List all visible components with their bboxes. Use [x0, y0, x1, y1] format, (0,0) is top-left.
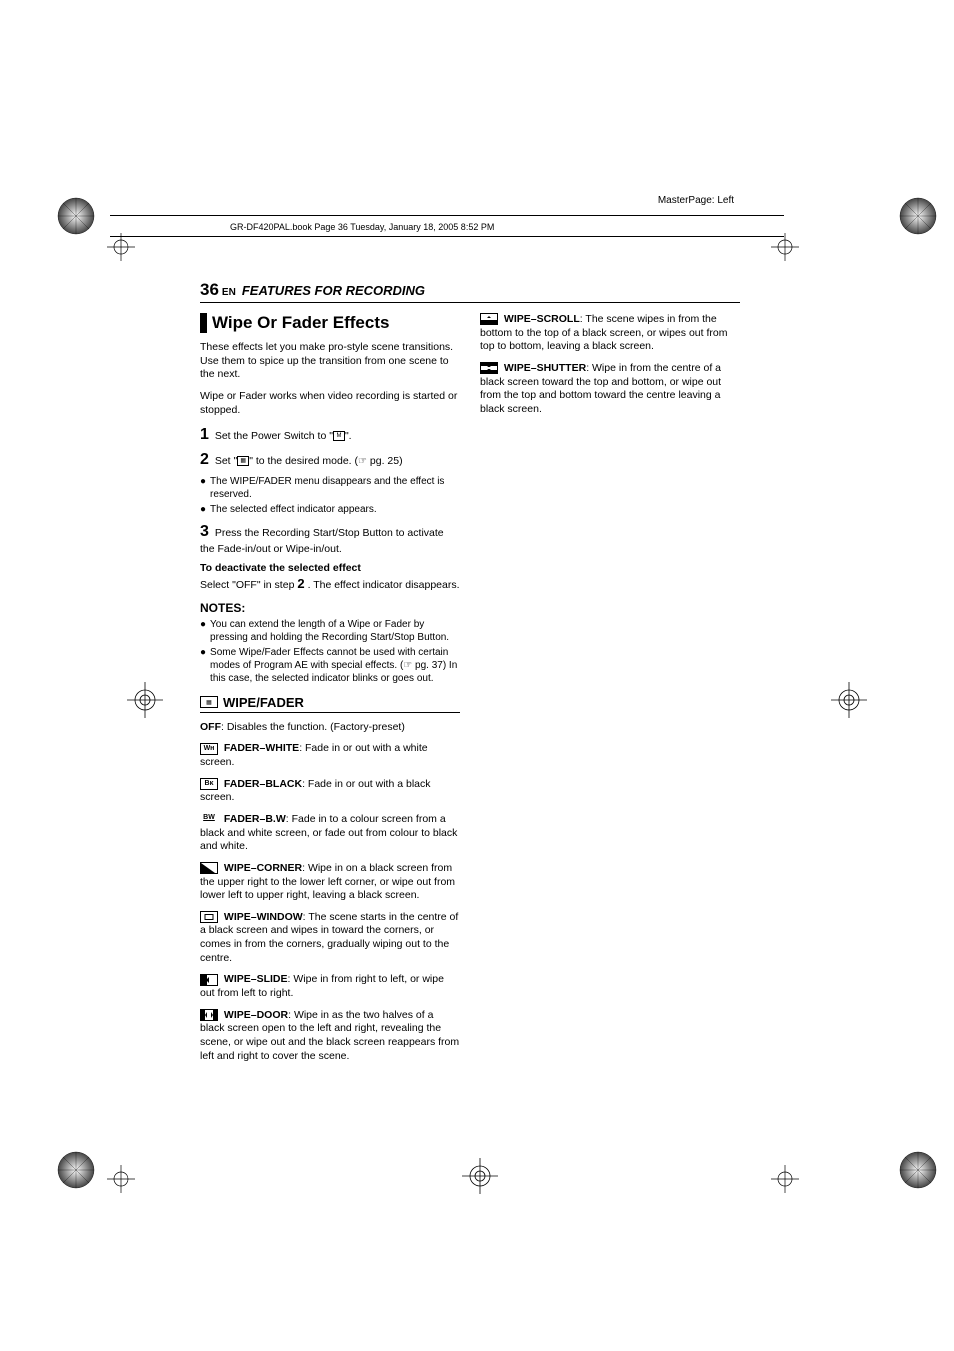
effect-label: WIPE–CORNER — [224, 862, 302, 874]
deactivate-body-b: . The effect indicator disappears. — [308, 579, 460, 591]
step-3-text: Press the Recording Start/Stop Button to… — [200, 527, 444, 555]
page-number: 36 — [200, 280, 219, 300]
fader-bw-icon: BW — [200, 813, 218, 825]
registration-mark-left — [125, 680, 165, 720]
bullet-text: The WIPE/FADER menu disappears and the e… — [210, 475, 460, 501]
effect-wipe-slide: WIPE–SLIDE: Wipe in from right to left, … — [200, 973, 460, 1000]
effect-label: WIPE–SLIDE — [224, 973, 288, 985]
wipefader-heading: ▦ WIPE/FADER — [200, 695, 460, 713]
left-column: Wipe Or Fader Effects These effects let … — [200, 313, 460, 1071]
step-ref-2: 2 — [297, 576, 304, 591]
right-column: WIPE–SCROLL: The scene wipes in from the… — [480, 313, 740, 1071]
menu-icon: ▦ — [237, 456, 249, 466]
bullet-marker-icon: ● — [200, 618, 206, 644]
effect-label: WIPE–SCROLL — [504, 313, 580, 325]
wipe-window-icon — [200, 911, 218, 923]
intro-paragraph-2: Wipe or Fader works when video recording… — [200, 390, 460, 417]
section-header: 36 EN FEATURES FOR RECORDING — [200, 280, 740, 303]
masterpage-label: MasterPage: Left — [658, 195, 734, 206]
notes-heading: NOTES: — [200, 601, 460, 615]
bullet-text: The selected effect indicator appears. — [210, 503, 377, 516]
effect-label: WIPE–WINDOW — [224, 911, 303, 923]
bullet-marker-icon: ● — [200, 646, 206, 685]
effect-wipe-corner: WIPE–CORNER: Wipe in on a black screen f… — [200, 862, 460, 903]
effect-label: WIPE–DOOR — [224, 1009, 288, 1021]
page-content: 36 EN FEATURES FOR RECORDING Wipe Or Fad… — [200, 280, 740, 1071]
book-header-rule: GR-DF420PAL.book Page 36 Tuesday, Januar… — [110, 215, 784, 237]
wipe-slide-icon — [200, 974, 218, 986]
effect-off: OFF: Disables the function. (Factory-pre… — [200, 721, 460, 735]
notes-list: ●You can extend the length of a Wipe or … — [200, 618, 460, 685]
mode-m-icon: M — [333, 431, 345, 441]
effect-wipe-shutter: WIPE–SHUTTER: Wipe in from the centre of… — [480, 362, 740, 417]
step-1-text-a: Set the Power Switch to " — [215, 430, 333, 442]
section-title: FEATURES FOR RECORDING — [242, 283, 425, 298]
fader-black-icon: Bᴋ — [200, 778, 218, 790]
step-2-text-b: " to the desired mode. ( — [249, 455, 358, 467]
registration-mark-right — [829, 680, 869, 720]
feature-heading: Wipe Or Fader Effects — [200, 313, 460, 333]
intro-paragraph-1: These effects let you make pro-style sce… — [200, 341, 460, 382]
wipe-shutter-icon — [480, 362, 498, 374]
effect-off-text: : Disables the function. (Factory-preset… — [221, 721, 405, 733]
bullet-item: ● The selected effect indicator appears. — [200, 503, 460, 516]
crop-ornament-tr — [897, 195, 939, 237]
effect-wipe-door: WIPE–DOOR: Wipe in as the two halves of … — [200, 1009, 460, 1064]
step-3: 3 Press the Recording Start/Stop Button … — [200, 522, 460, 556]
deactivate-title: To deactivate the selected effect — [200, 562, 361, 574]
book-header-text: GR-DF420PAL.book Page 36 Tuesday, Januar… — [230, 216, 494, 238]
effect-fader-white: Wʜ FADER–WHITE: Fade in or out with a wh… — [200, 742, 460, 769]
lang-code: EN — [222, 287, 236, 298]
effect-off-label: OFF — [200, 721, 221, 733]
effect-label: FADER–WHITE — [224, 742, 299, 754]
note-item: ●You can extend the length of a Wipe or … — [200, 618, 460, 644]
bullet-marker-icon: ● — [200, 475, 206, 501]
crop-ornament-br — [897, 1149, 939, 1191]
crop-ornament-bl — [55, 1149, 97, 1191]
small-reg-tr — [771, 233, 799, 261]
note-item: ●Some Wipe/Fader Effects cannot be used … — [200, 646, 460, 685]
note-text: You can extend the length of a Wipe or F… — [210, 618, 460, 644]
effect-label: WIPE–SHUTTER — [504, 362, 586, 374]
effect-wipe-scroll: WIPE–SCROLL: The scene wipes in from the… — [480, 313, 740, 354]
effect-wipe-window: WIPE–WINDOW: The scene starts in the cen… — [200, 911, 460, 966]
small-reg-tl — [107, 233, 135, 261]
step-1-text-b: ". — [345, 430, 352, 442]
crop-ornament-tl — [55, 195, 97, 237]
effect-fader-bw: BW FADER–B.W: Fade in to a colour screen… — [200, 813, 460, 854]
step-number-2: 2 — [200, 451, 209, 468]
step-2-text-c: pg. 25) — [367, 455, 403, 467]
small-reg-br — [771, 1165, 799, 1193]
bullet-item: ●The WIPE/FADER menu disappears and the … — [200, 475, 460, 501]
fader-white-icon: Wʜ — [200, 743, 218, 755]
effect-label: FADER–BLACK — [224, 778, 302, 790]
wipe-scroll-icon — [480, 313, 498, 325]
pointer-icon — [358, 455, 367, 467]
heading-bar-icon — [200, 313, 207, 333]
wipefader-menu-icon: ▦ — [200, 696, 218, 708]
step-1: 1 Set the Power Switch to "M". — [200, 425, 460, 446]
step-2-bullets: ●The WIPE/FADER menu disappears and the … — [200, 475, 460, 516]
step-2-text-a: Set " — [215, 455, 237, 467]
note-text: Some Wipe/Fader Effects cannot be used w… — [210, 646, 460, 685]
effect-fader-black: Bᴋ FADER–BLACK: Fade in or out with a bl… — [200, 778, 460, 805]
feature-title: Wipe Or Fader Effects — [212, 313, 389, 333]
step-number-1: 1 — [200, 426, 209, 443]
wipefader-title: WIPE/FADER — [223, 695, 304, 710]
step-2: 2 Set "▦" to the desired mode. ( pg. 25) — [200, 450, 460, 471]
registration-mark-bottom — [460, 1156, 500, 1196]
small-reg-bl — [107, 1165, 135, 1193]
wipe-corner-icon — [200, 862, 218, 874]
wipe-door-icon — [200, 1009, 218, 1021]
step-number-3: 3 — [200, 523, 209, 540]
bullet-marker-icon: ● — [200, 503, 206, 516]
deactivate-block: To deactivate the selected effect Select… — [200, 562, 460, 593]
effect-label: FADER–B.W — [224, 813, 286, 825]
deactivate-body-a: Select "OFF" in step — [200, 579, 297, 591]
